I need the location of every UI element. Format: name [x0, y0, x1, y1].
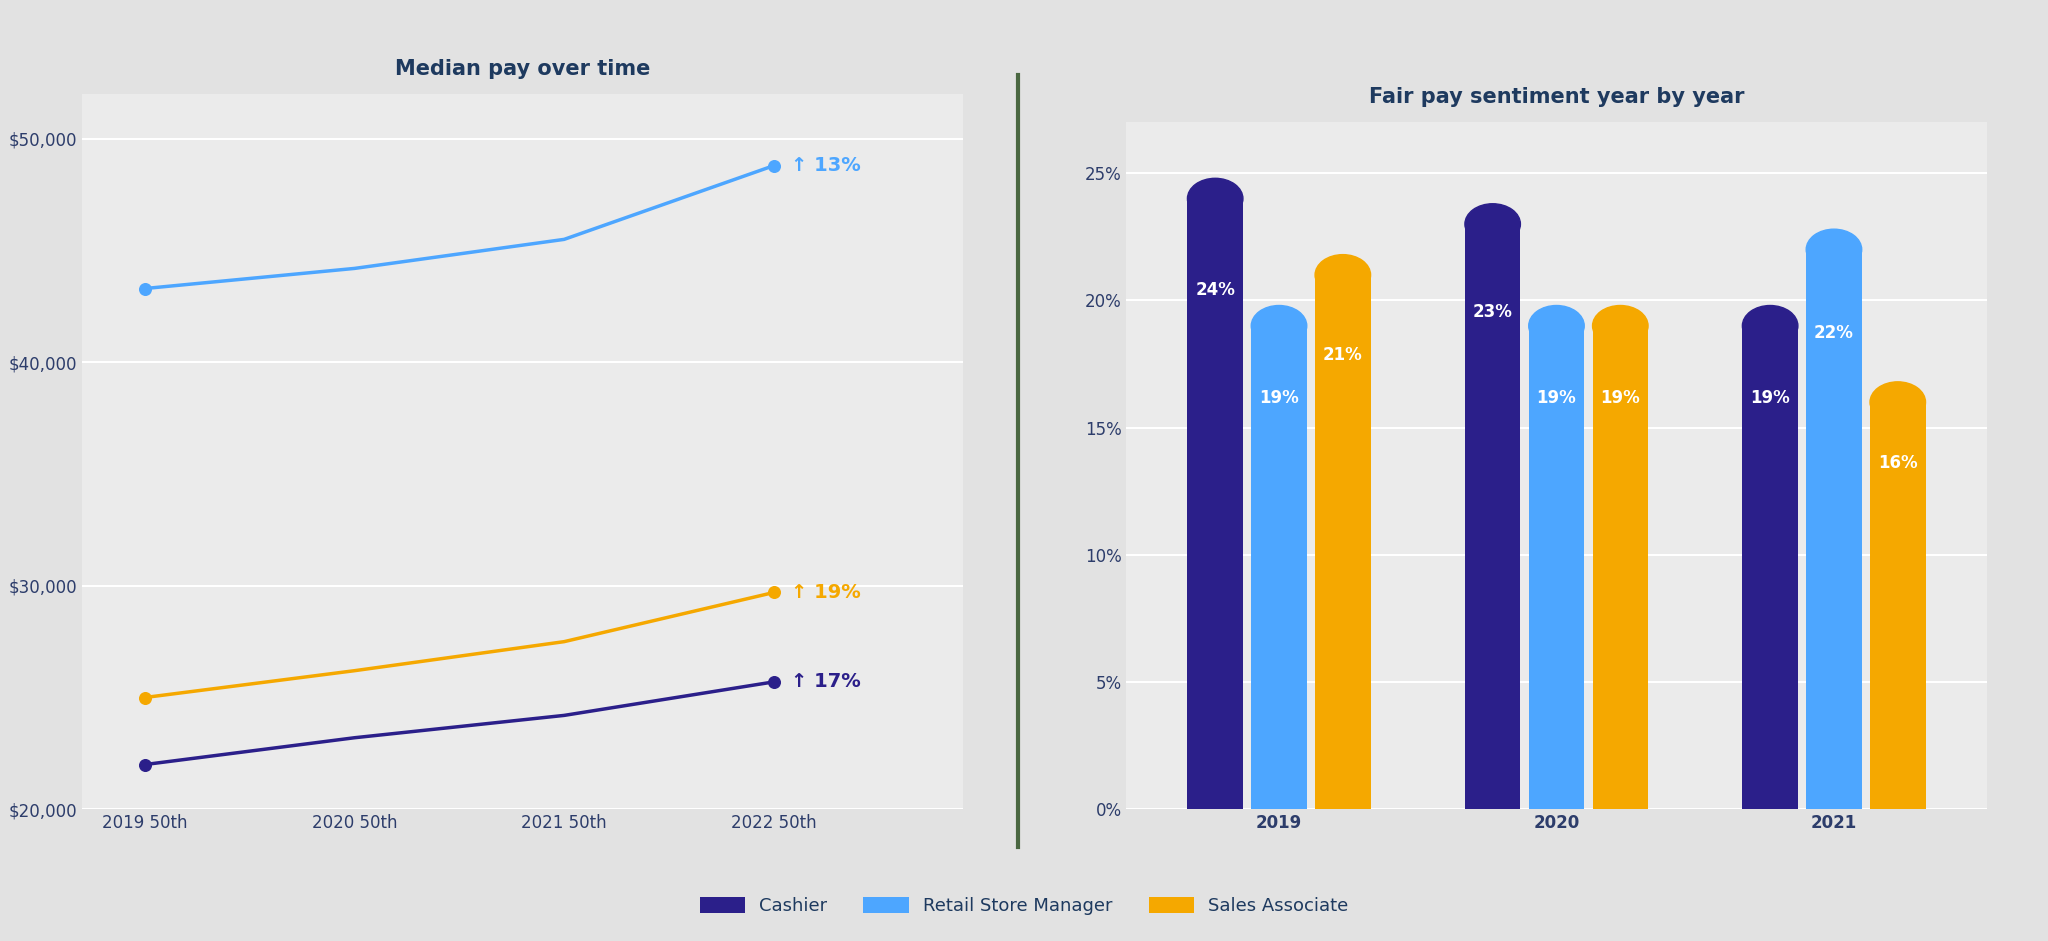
- Point: [758, 158, 791, 173]
- Legend: Cashier, Retail Store Manager, Sales Associate: Cashier, Retail Store Manager, Sales Ass…: [692, 890, 1356, 922]
- Ellipse shape: [1593, 306, 1649, 346]
- Text: 16%: 16%: [1878, 455, 1917, 472]
- Ellipse shape: [1806, 230, 1862, 270]
- Bar: [1743, 326, 1798, 809]
- Ellipse shape: [1315, 255, 1370, 295]
- Ellipse shape: [1464, 204, 1520, 245]
- Text: 21%: 21%: [1323, 346, 1362, 364]
- Ellipse shape: [1870, 382, 1925, 423]
- Text: ↑ 17%: ↑ 17%: [791, 673, 860, 692]
- Bar: [1870, 402, 1925, 809]
- Point: [129, 757, 162, 772]
- Title: Fair pay sentiment year by year: Fair pay sentiment year by year: [1368, 87, 1745, 107]
- Text: 24%: 24%: [1196, 281, 1235, 299]
- Bar: [1315, 275, 1370, 809]
- Ellipse shape: [1188, 178, 1243, 219]
- Bar: [1188, 199, 1243, 809]
- Text: 19%: 19%: [1599, 390, 1640, 407]
- Text: 19%: 19%: [1260, 390, 1298, 407]
- Text: ↑ 13%: ↑ 13%: [791, 156, 860, 175]
- Text: 23%: 23%: [1473, 303, 1513, 321]
- Point: [758, 585, 791, 600]
- Ellipse shape: [1528, 306, 1585, 346]
- Text: 19%: 19%: [1536, 390, 1577, 407]
- Bar: [1464, 224, 1520, 809]
- Point: [129, 281, 162, 296]
- Ellipse shape: [1251, 306, 1307, 346]
- Point: [758, 675, 791, 690]
- Bar: [1528, 326, 1585, 809]
- Text: ↑ 19%: ↑ 19%: [791, 583, 860, 602]
- Text: 19%: 19%: [1751, 390, 1790, 407]
- Title: Median pay over time: Median pay over time: [395, 58, 649, 79]
- Bar: [1806, 249, 1862, 809]
- Point: [129, 690, 162, 705]
- Text: 22%: 22%: [1815, 325, 1853, 343]
- Ellipse shape: [1743, 306, 1798, 346]
- Bar: [1593, 326, 1649, 809]
- Bar: [1251, 326, 1307, 809]
